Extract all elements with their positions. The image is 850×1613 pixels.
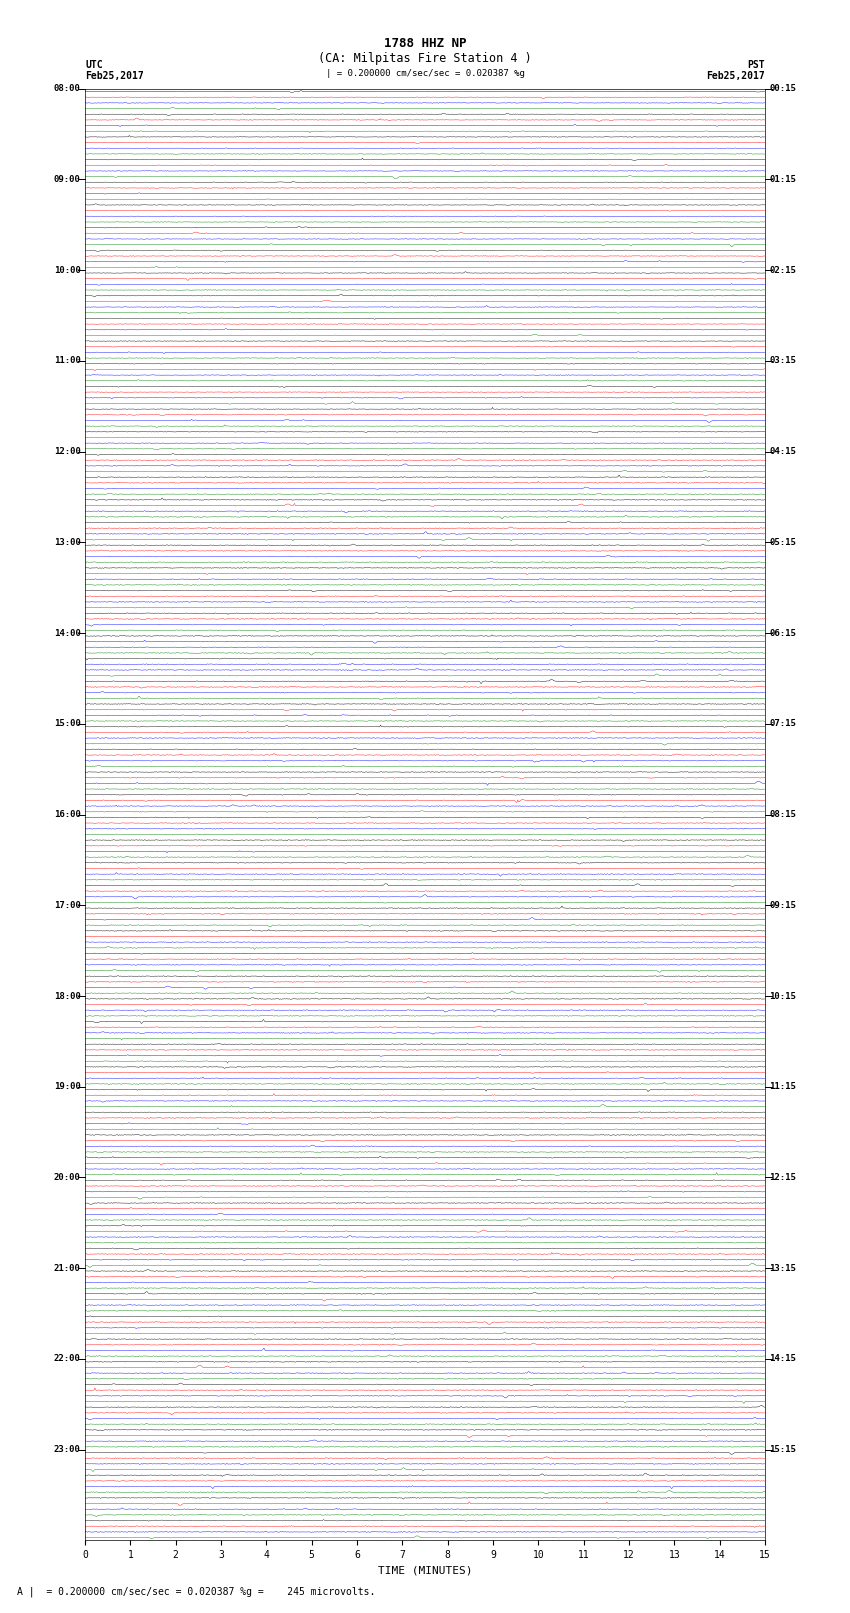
Text: 14:00: 14:00 xyxy=(54,629,81,637)
Text: 06:15: 06:15 xyxy=(769,629,796,637)
Text: 12:00: 12:00 xyxy=(54,447,81,456)
Text: 13:00: 13:00 xyxy=(54,537,81,547)
Text: PST: PST xyxy=(747,60,765,69)
Text: Feb25,2017: Feb25,2017 xyxy=(706,71,765,81)
Text: 20:00: 20:00 xyxy=(54,1173,81,1182)
Text: 15:15: 15:15 xyxy=(769,1445,796,1455)
X-axis label: TIME (MINUTES): TIME (MINUTES) xyxy=(377,1566,473,1576)
Text: 07:15: 07:15 xyxy=(769,719,796,729)
Text: 00:15: 00:15 xyxy=(769,84,796,94)
Text: 08:15: 08:15 xyxy=(769,810,796,819)
Text: 14:15: 14:15 xyxy=(769,1355,796,1363)
Text: 12:15: 12:15 xyxy=(769,1173,796,1182)
Text: | = 0.200000 cm/sec/sec = 0.020387 %g: | = 0.200000 cm/sec/sec = 0.020387 %g xyxy=(326,69,524,79)
Text: 11:15: 11:15 xyxy=(769,1082,796,1092)
Text: 21:00: 21:00 xyxy=(54,1263,81,1273)
Text: 22:00: 22:00 xyxy=(54,1355,81,1363)
Text: 03:15: 03:15 xyxy=(769,356,796,366)
Text: 01:15: 01:15 xyxy=(769,174,796,184)
Text: 11:00: 11:00 xyxy=(54,356,81,366)
Text: Feb25,2017: Feb25,2017 xyxy=(85,71,144,81)
Text: 09:15: 09:15 xyxy=(769,900,796,910)
Text: 13:15: 13:15 xyxy=(769,1263,796,1273)
Text: 05:15: 05:15 xyxy=(769,537,796,547)
Text: UTC: UTC xyxy=(85,60,103,69)
Text: 02:15: 02:15 xyxy=(769,266,796,274)
Text: 16:00: 16:00 xyxy=(54,810,81,819)
Text: (CA: Milpitas Fire Station 4 ): (CA: Milpitas Fire Station 4 ) xyxy=(318,52,532,65)
Text: 15:00: 15:00 xyxy=(54,719,81,729)
Text: 10:15: 10:15 xyxy=(769,992,796,1000)
Text: 18:00: 18:00 xyxy=(54,992,81,1000)
Text: 19:00: 19:00 xyxy=(54,1082,81,1092)
Text: 1788 HHZ NP: 1788 HHZ NP xyxy=(383,37,467,50)
Text: 23:00: 23:00 xyxy=(54,1445,81,1455)
Text: A |  = 0.200000 cm/sec/sec = 0.020387 %g =    245 microvolts.: A | = 0.200000 cm/sec/sec = 0.020387 %g … xyxy=(17,1586,376,1597)
Text: 17:00: 17:00 xyxy=(54,900,81,910)
Text: 04:15: 04:15 xyxy=(769,447,796,456)
Text: 10:00: 10:00 xyxy=(54,266,81,274)
Text: 09:00: 09:00 xyxy=(54,174,81,184)
Text: 08:00: 08:00 xyxy=(54,84,81,94)
